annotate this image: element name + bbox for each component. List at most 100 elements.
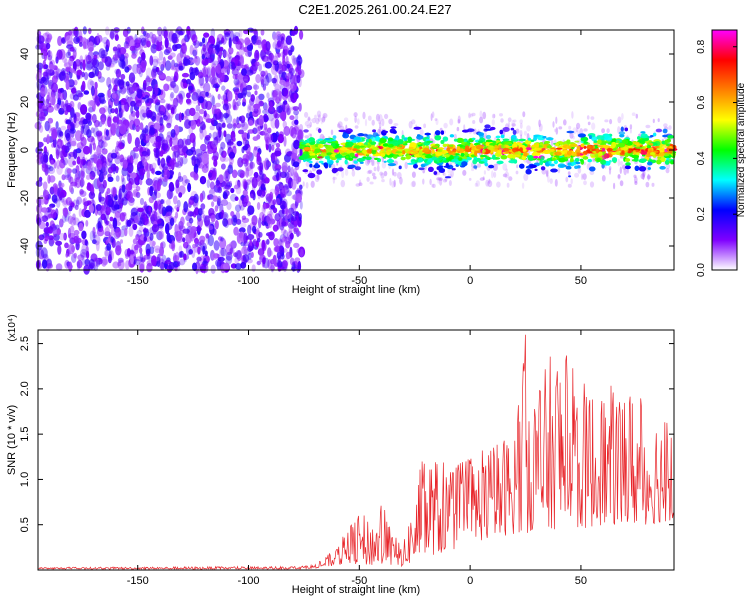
heatmap-cell: [223, 170, 231, 182]
heatmap-cell: [149, 246, 155, 255]
heatmap-cell: [90, 183, 94, 194]
heatmap-cell: [242, 78, 249, 86]
heatmap-cell: [238, 232, 243, 239]
heatmap-cell: [274, 150, 282, 157]
heatmap-cell: [211, 95, 216, 107]
heatmap-cell: [199, 239, 205, 246]
heatmap-cell: [291, 179, 297, 190]
heatmap-cell: [73, 36, 81, 44]
heatmap-cell: [502, 163, 508, 171]
heatmap-cell: [72, 213, 76, 221]
heatmap-cell: [189, 233, 195, 242]
heatmap-cell: [215, 179, 221, 186]
heatmap-cell: [497, 145, 502, 149]
heatmap-cell: [157, 157, 161, 166]
heatmap-cell: [298, 213, 302, 221]
heatmap-cell: [259, 170, 264, 181]
heatmap-cell: [190, 226, 197, 233]
heatmap-cell: [169, 217, 175, 226]
heatmap-cell: [625, 162, 631, 166]
heatmap-cell: [659, 147, 665, 153]
heatmap-cell: [219, 237, 227, 250]
heatmap-cell: [215, 212, 222, 220]
heatmap-cell: [502, 127, 510, 132]
heatmap-cell: [389, 178, 392, 186]
heatmap-cell: [111, 200, 119, 211]
heatmap-cell: [311, 117, 317, 124]
heatmap-cell: [264, 132, 272, 143]
heatmap-cell: [59, 87, 64, 93]
heatmap-cell: [126, 162, 134, 174]
heatmap-cell: [104, 56, 112, 67]
heatmap-cell: [151, 68, 157, 80]
heatmap-cell: [182, 237, 186, 243]
heatmap-cell: [211, 201, 215, 208]
heatmap-cell: [246, 165, 254, 177]
heatmap-cell: [197, 262, 203, 268]
heatmap-cell: [227, 90, 233, 102]
heatmap-cell: [201, 152, 209, 164]
heatmap-cell: [112, 217, 118, 229]
heatmap-cell: [668, 125, 672, 130]
heatmap-cell: [241, 123, 249, 130]
heatmap-cell: [133, 154, 138, 166]
heatmap-cell: [399, 176, 403, 185]
heatmap-cell: [197, 208, 205, 215]
heatmap-cell: [404, 161, 408, 170]
heatmap-cell: [59, 130, 64, 139]
heatmap-cell: [102, 258, 109, 265]
heatmap-cell: [79, 55, 84, 64]
heatmap-cell: [285, 105, 292, 116]
heatmap-cell: [186, 98, 192, 106]
heatmap-cell: [114, 68, 120, 75]
heatmap-cell: [652, 132, 657, 137]
heatmap-cell: [136, 229, 143, 238]
heatmap-cell: [212, 49, 216, 54]
heatmap-cell: [90, 127, 95, 134]
heatmap-cell: [234, 263, 242, 270]
heatmap-cell: [624, 127, 628, 132]
heatmap-cell: [41, 259, 48, 269]
heatmap-cell: [272, 40, 280, 50]
heatmap-cell: [198, 75, 205, 87]
heatmap-cell: [279, 184, 284, 190]
heatmap-cell: [98, 172, 104, 183]
heatmap-cell: [46, 105, 54, 113]
heatmap-cell: [471, 112, 476, 117]
heatmap-cell: [256, 237, 261, 243]
heatmap-cell: [97, 158, 101, 168]
heatmap-cell: [375, 113, 380, 122]
heatmap-cell: [115, 68, 122, 78]
heatmap-cell: [282, 198, 288, 210]
heatmap-cell: [121, 174, 125, 183]
heatmap-cell: [159, 98, 166, 104]
heatmap-cell: [58, 71, 66, 81]
heatmap-cell: [180, 216, 185, 226]
heatmap-cell: [81, 258, 86, 266]
heatmap-cell: [40, 87, 46, 97]
heatmap-cell: [78, 208, 83, 218]
heatmap-cell: [371, 119, 375, 126]
heatmap-cell: [103, 249, 110, 257]
heatmap-cell: [160, 242, 164, 248]
heatmap-cell: [85, 174, 91, 180]
heatmap-cell: [149, 111, 157, 120]
heatmap-cell: [260, 70, 266, 77]
heatmap-cell: [203, 82, 211, 94]
heatmap-cell: [50, 209, 57, 219]
heatmap-cell: [224, 113, 228, 120]
heatmap-cell: [101, 148, 108, 155]
heatmap-cell: [74, 130, 83, 142]
heatmap-cell: [369, 181, 374, 185]
heatmap-cell: [120, 239, 123, 244]
heatmap-cell: [59, 191, 65, 203]
heatmap-cell: [272, 90, 278, 101]
heatmap-cell: [269, 250, 273, 256]
heatmap-cell: [73, 117, 80, 129]
heatmap-cell: [200, 203, 206, 210]
heatmap-cell: [108, 166, 114, 174]
heatmap-cell: [228, 37, 232, 49]
heatmap-cell: [510, 127, 515, 131]
heatmap-cell: [76, 196, 83, 205]
heatmap-cell: [233, 32, 241, 38]
